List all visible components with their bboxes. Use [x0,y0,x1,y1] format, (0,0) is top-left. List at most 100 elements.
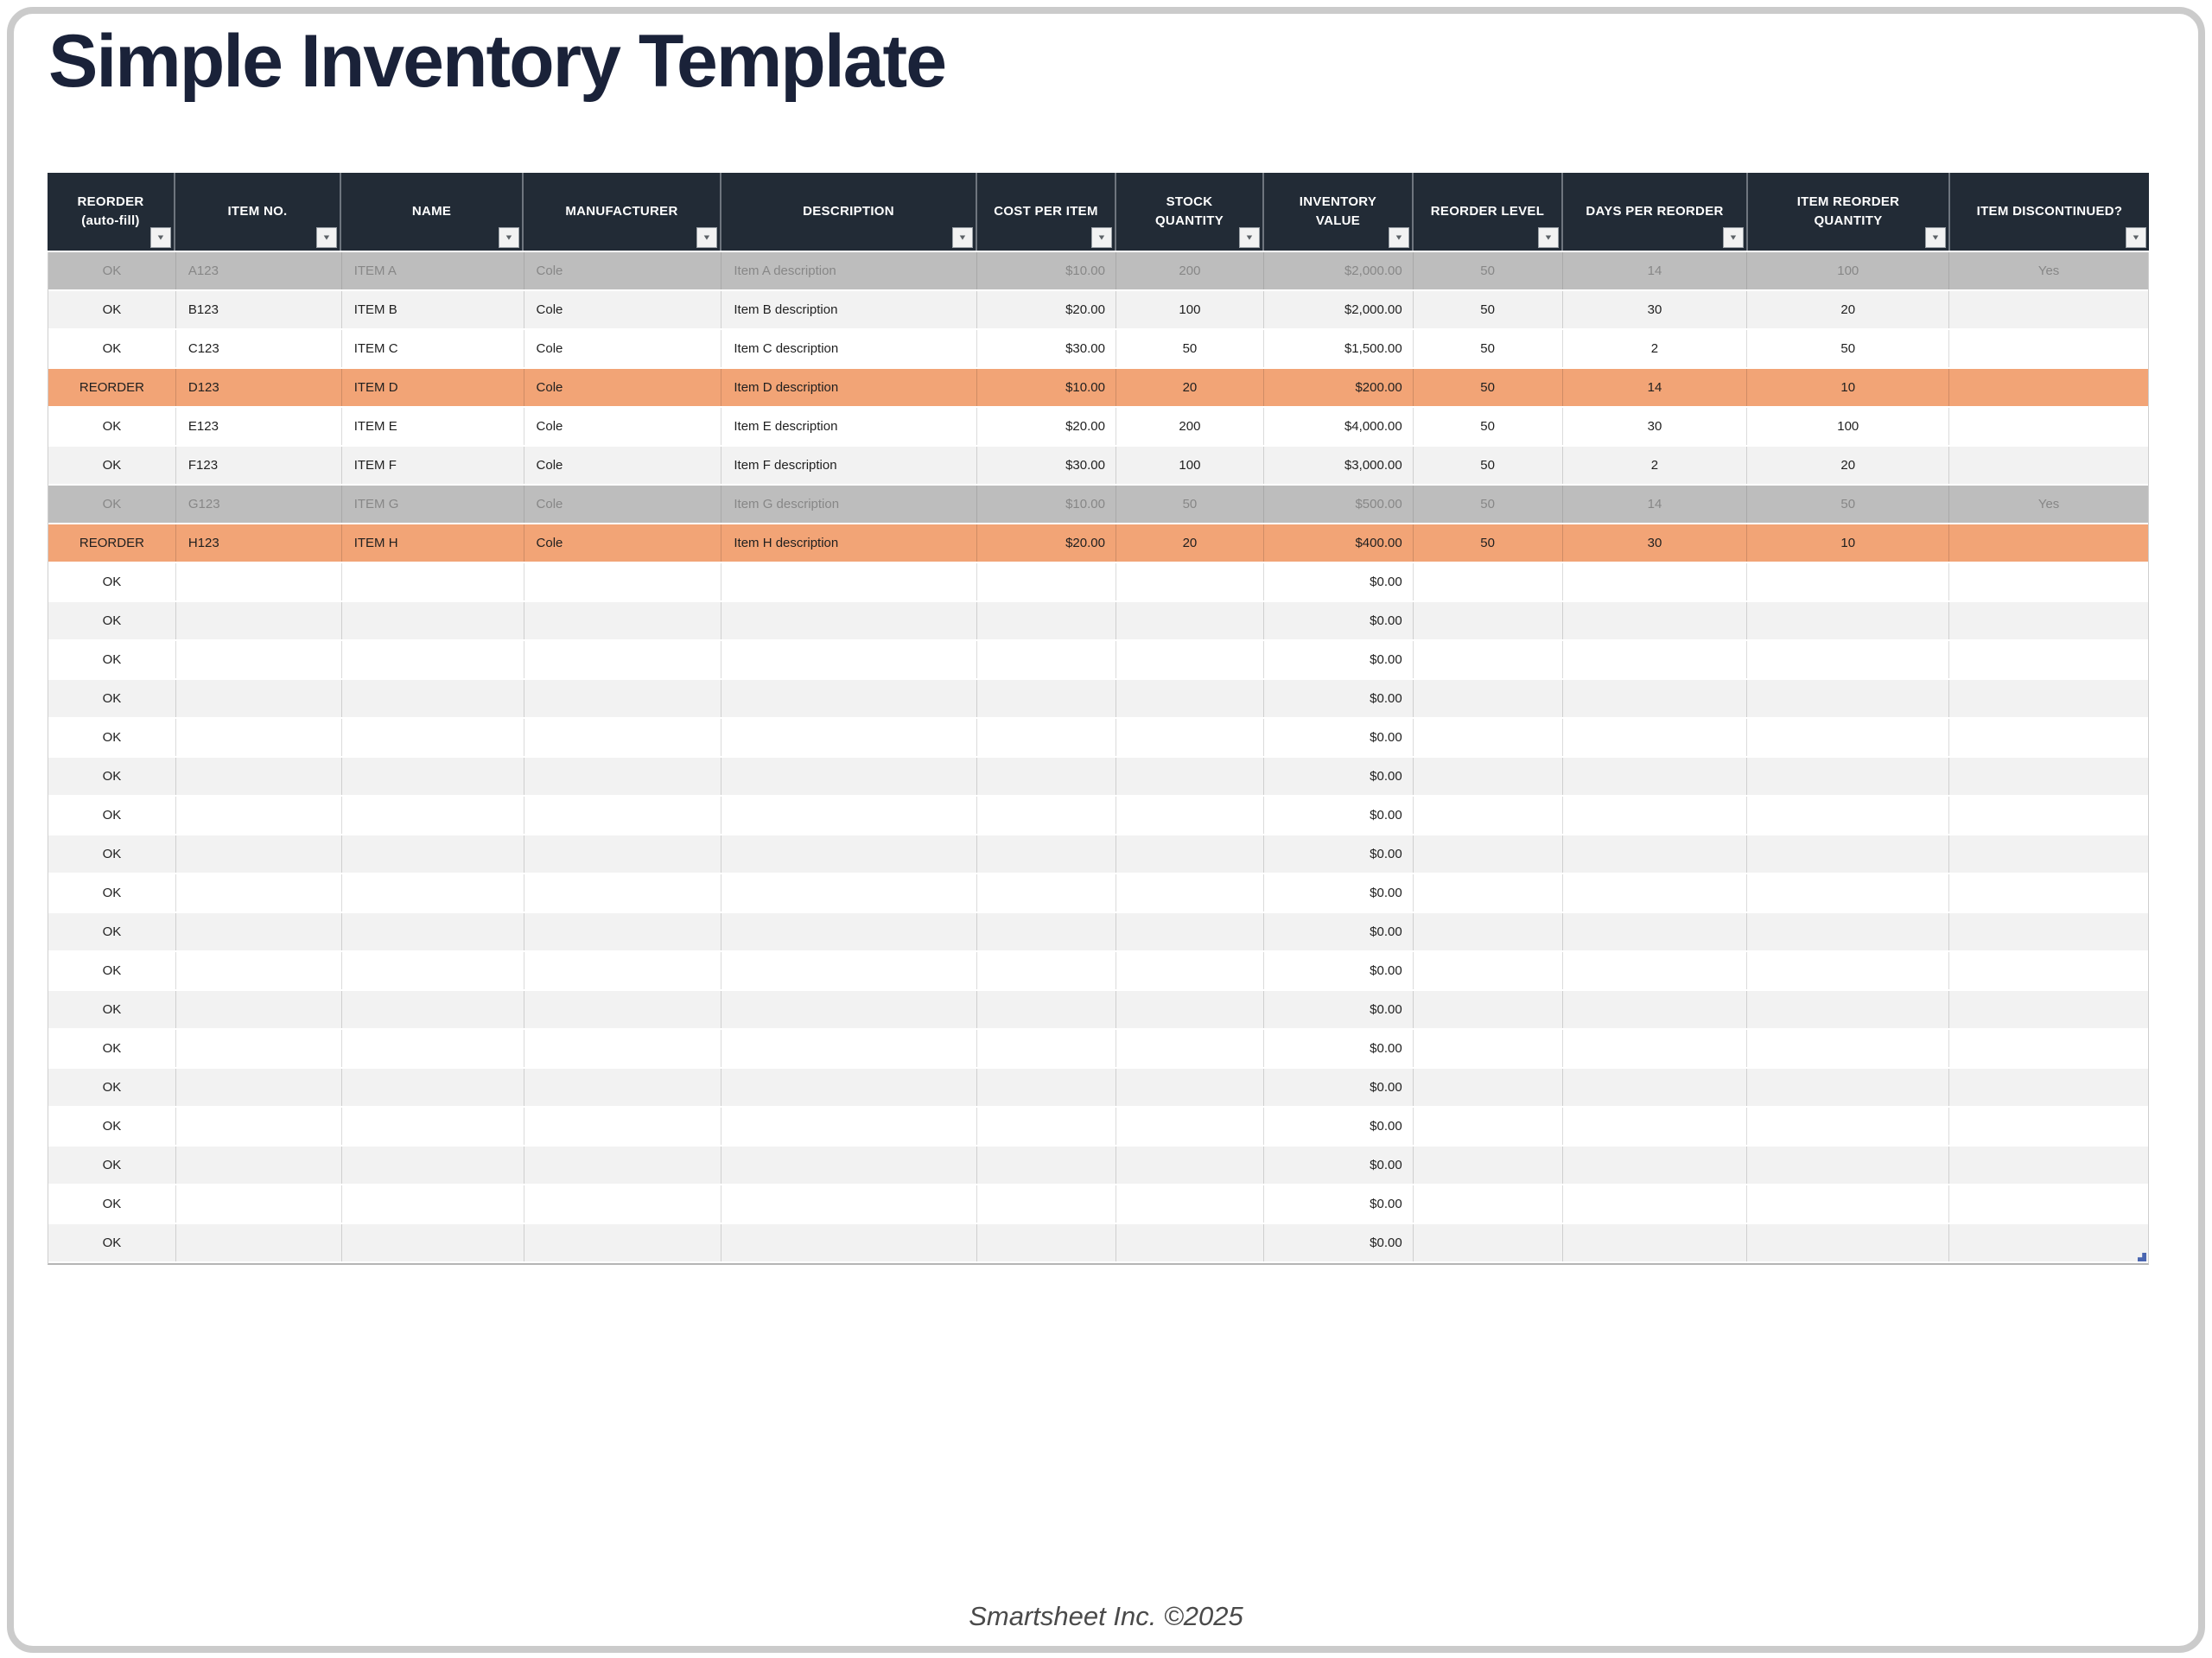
cell-manufacturer[interactable] [524,1185,722,1223]
cell-description[interactable] [721,952,978,989]
cell-reorder_status[interactable]: OK [48,719,176,756]
cell-item_discontinued[interactable] [1949,447,2148,484]
cell-item_no[interactable]: F123 [176,447,342,484]
cell-manufacturer[interactable] [524,1224,722,1261]
cell-item_no[interactable] [176,563,342,600]
cell-stock_quantity[interactable]: 50 [1116,330,1264,367]
cell-inventory_value[interactable]: $0.00 [1264,1108,1414,1145]
cell-description[interactable]: Item F description [721,447,978,484]
cell-item_reorder_qty[interactable] [1747,835,1950,873]
cell-inventory_value[interactable]: $2,000.00 [1264,291,1414,328]
cell-item_discontinued[interactable] [1949,1185,2148,1223]
cell-item_discontinued[interactable] [1949,1224,2148,1261]
cell-description[interactable] [721,758,978,795]
cell-item_reorder_qty[interactable]: 100 [1747,252,1950,289]
cell-item_reorder_qty[interactable]: 100 [1747,408,1950,445]
cell-reorder_level[interactable] [1414,1185,1563,1223]
cell-description[interactable]: Item H description [721,524,978,562]
cell-days_per_reorder[interactable] [1563,1030,1748,1067]
cell-manufacturer[interactable] [524,1030,722,1067]
cell-name[interactable] [342,1147,524,1184]
cell-reorder_status[interactable]: OK [48,1030,176,1067]
cell-description[interactable] [721,602,978,639]
cell-stock_quantity[interactable]: 200 [1116,408,1264,445]
cell-item_reorder_qty[interactable]: 10 [1747,369,1950,406]
cell-days_per_reorder[interactable] [1563,913,1748,950]
cell-cost_per_item[interactable] [977,1030,1116,1067]
cell-reorder_status[interactable]: OK [48,1147,176,1184]
cell-name[interactable]: ITEM E [342,408,524,445]
cell-inventory_value[interactable]: $0.00 [1264,797,1414,834]
cell-reorder_level[interactable]: 50 [1414,408,1563,445]
cell-item_no[interactable] [176,719,342,756]
cell-stock_quantity[interactable] [1116,835,1264,873]
cell-inventory_value[interactable]: $0.00 [1264,1147,1414,1184]
cell-days_per_reorder[interactable]: 2 [1563,330,1748,367]
cell-stock_quantity[interactable] [1116,952,1264,989]
cell-item_reorder_qty[interactable] [1747,797,1950,834]
cell-stock_quantity[interactable]: 100 [1116,447,1264,484]
cell-name[interactable] [342,1224,524,1261]
cell-reorder_status[interactable]: OK [48,797,176,834]
cell-reorder_level[interactable] [1414,563,1563,600]
cell-cost_per_item[interactable] [977,719,1116,756]
cell-reorder_status[interactable]: OK [48,330,176,367]
cell-reorder_status[interactable]: REORDER [48,369,176,406]
cell-days_per_reorder[interactable] [1563,1224,1748,1261]
cell-manufacturer[interactable] [524,680,722,717]
cell-name[interactable]: ITEM A [342,252,524,289]
cell-name[interactable]: ITEM C [342,330,524,367]
cell-manufacturer[interactable]: Cole [524,486,722,523]
cell-cost_per_item[interactable] [977,680,1116,717]
cell-item_reorder_qty[interactable]: 20 [1747,291,1950,328]
cell-cost_per_item[interactable] [977,1069,1116,1106]
cell-item_discontinued[interactable] [1949,719,2148,756]
cell-reorder_level[interactable]: 50 [1414,330,1563,367]
cell-reorder_level[interactable]: 50 [1414,291,1563,328]
cell-inventory_value[interactable]: $1,500.00 [1264,330,1414,367]
cell-stock_quantity[interactable]: 20 [1116,524,1264,562]
filter-dropdown-days_per_reorder[interactable]: ▼ [1723,227,1744,248]
cell-manufacturer[interactable] [524,719,722,756]
cell-cost_per_item[interactable]: $30.00 [977,447,1116,484]
cell-description[interactable]: Item C description [721,330,978,367]
cell-description[interactable] [721,1147,978,1184]
cell-manufacturer[interactable]: Cole [524,369,722,406]
cell-item_discontinued[interactable]: Yes [2037,497,2060,511]
cell-reorder_status[interactable]: OK [48,447,176,484]
cell-item_reorder_qty[interactable]: 50 [1747,486,1950,523]
cell-item_discontinued[interactable] [1949,1147,2148,1184]
cell-days_per_reorder[interactable] [1563,1185,1748,1223]
cell-days_per_reorder[interactable] [1563,680,1748,717]
cell-reorder_status[interactable]: OK [48,1108,176,1145]
filter-dropdown-name[interactable]: ▼ [499,227,519,248]
cell-manufacturer[interactable] [524,563,722,600]
cell-inventory_value[interactable]: $0.00 [1264,1224,1414,1261]
cell-manufacturer[interactable] [524,952,722,989]
cell-inventory_value[interactable]: $0.00 [1264,758,1414,795]
cell-cost_per_item[interactable]: $20.00 [977,291,1116,328]
cell-stock_quantity[interactable] [1116,563,1264,600]
cell-item_no[interactable] [176,797,342,834]
cell-cost_per_item[interactable] [977,602,1116,639]
cell-item_reorder_qty[interactable]: 50 [1747,330,1950,367]
cell-manufacturer[interactable]: Cole [524,524,722,562]
cell-item_no[interactable] [176,874,342,912]
cell-item_no[interactable] [176,1185,342,1223]
cell-name[interactable]: ITEM D [342,369,524,406]
cell-item_discontinued[interactable] [1949,874,2148,912]
cell-stock_quantity[interactable] [1116,1147,1264,1184]
filter-dropdown-item_discontinued[interactable]: ▼ [2126,227,2146,248]
cell-stock_quantity[interactable] [1116,719,1264,756]
cell-manufacturer[interactable]: Cole [524,447,722,484]
cell-manufacturer[interactable]: Cole [524,408,722,445]
cell-item_no[interactable] [176,1069,342,1106]
cell-description[interactable] [721,874,978,912]
cell-stock_quantity[interactable] [1116,1069,1264,1106]
cell-item_no[interactable]: D123 [176,369,342,406]
cell-reorder_level[interactable] [1414,874,1563,912]
cell-reorder_status[interactable]: OK [48,874,176,912]
cell-reorder_status[interactable]: OK [48,991,176,1028]
cell-stock_quantity[interactable] [1116,991,1264,1028]
cell-stock_quantity[interactable] [1116,874,1264,912]
